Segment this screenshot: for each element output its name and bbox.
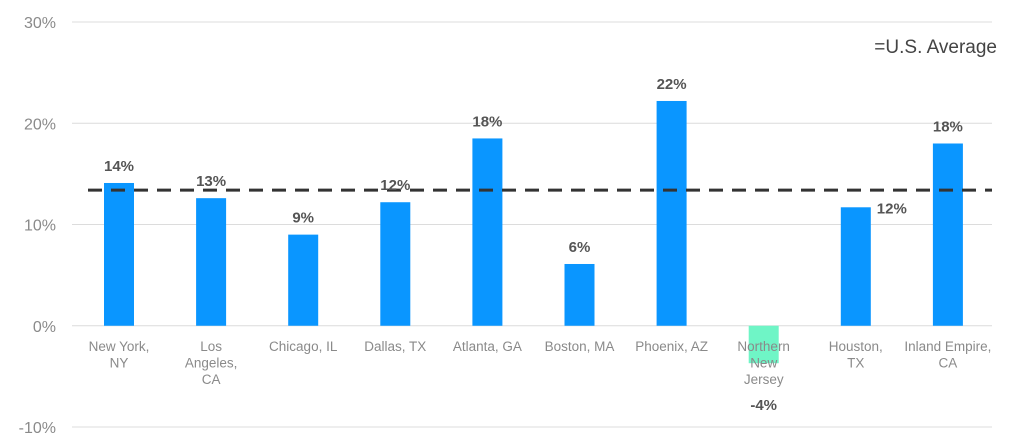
y-axis: -10% 0% 10% 20% 30% xyxy=(19,15,56,437)
bar xyxy=(472,138,503,326)
x-tick-label: Chicago, IL xyxy=(269,339,338,354)
x-axis: New York, NY Los Angeles, CA Chicago, IL Dalla… xyxy=(89,339,992,387)
x-tick-label: Phoenix, AZ xyxy=(635,339,708,354)
bars xyxy=(104,100,963,364)
x-tick-label: Atlanta, GA xyxy=(453,339,522,354)
y-tick-label: 30% xyxy=(24,15,56,32)
bar xyxy=(840,207,871,326)
data-label: 6% xyxy=(569,239,591,256)
data-labels: 14% 13% 9% 12% 18% 6% 22% -4% 12% 18% xyxy=(104,76,963,414)
x-tick-label: Boston, MA xyxy=(545,339,615,354)
bar xyxy=(748,325,779,364)
data-label: 22% xyxy=(657,76,687,93)
bar xyxy=(932,143,963,326)
bar xyxy=(656,100,687,326)
x-tick-label: Inland Empire, CA xyxy=(904,339,991,371)
x-tick-label: New York, NY xyxy=(89,339,150,371)
x-tick-label: Houston, TX xyxy=(829,339,883,371)
data-label: -4% xyxy=(750,397,777,414)
x-tick-label: Dallas, TX xyxy=(364,339,426,354)
data-label: 18% xyxy=(933,119,963,136)
data-label: 12% xyxy=(380,177,410,194)
y-tick-label: 0% xyxy=(33,319,56,336)
bar xyxy=(380,202,411,326)
y-tick-label: 10% xyxy=(24,218,56,235)
bar xyxy=(564,263,595,326)
data-label: 9% xyxy=(292,210,314,227)
x-tick-label: Northern New Jersey xyxy=(737,339,790,387)
y-tick-label: -10% xyxy=(19,420,56,437)
bar xyxy=(288,234,319,326)
bar xyxy=(196,198,227,326)
y-tick-label: 20% xyxy=(24,116,56,133)
x-tick-label: Los Angeles, CA xyxy=(185,339,238,387)
data-label: 12% xyxy=(877,200,907,217)
legend-us-average: =U.S. Average xyxy=(874,37,997,58)
data-label: 18% xyxy=(472,113,502,130)
bar xyxy=(104,182,134,326)
data-label: 13% xyxy=(196,173,226,190)
data-label: 14% xyxy=(104,158,134,175)
